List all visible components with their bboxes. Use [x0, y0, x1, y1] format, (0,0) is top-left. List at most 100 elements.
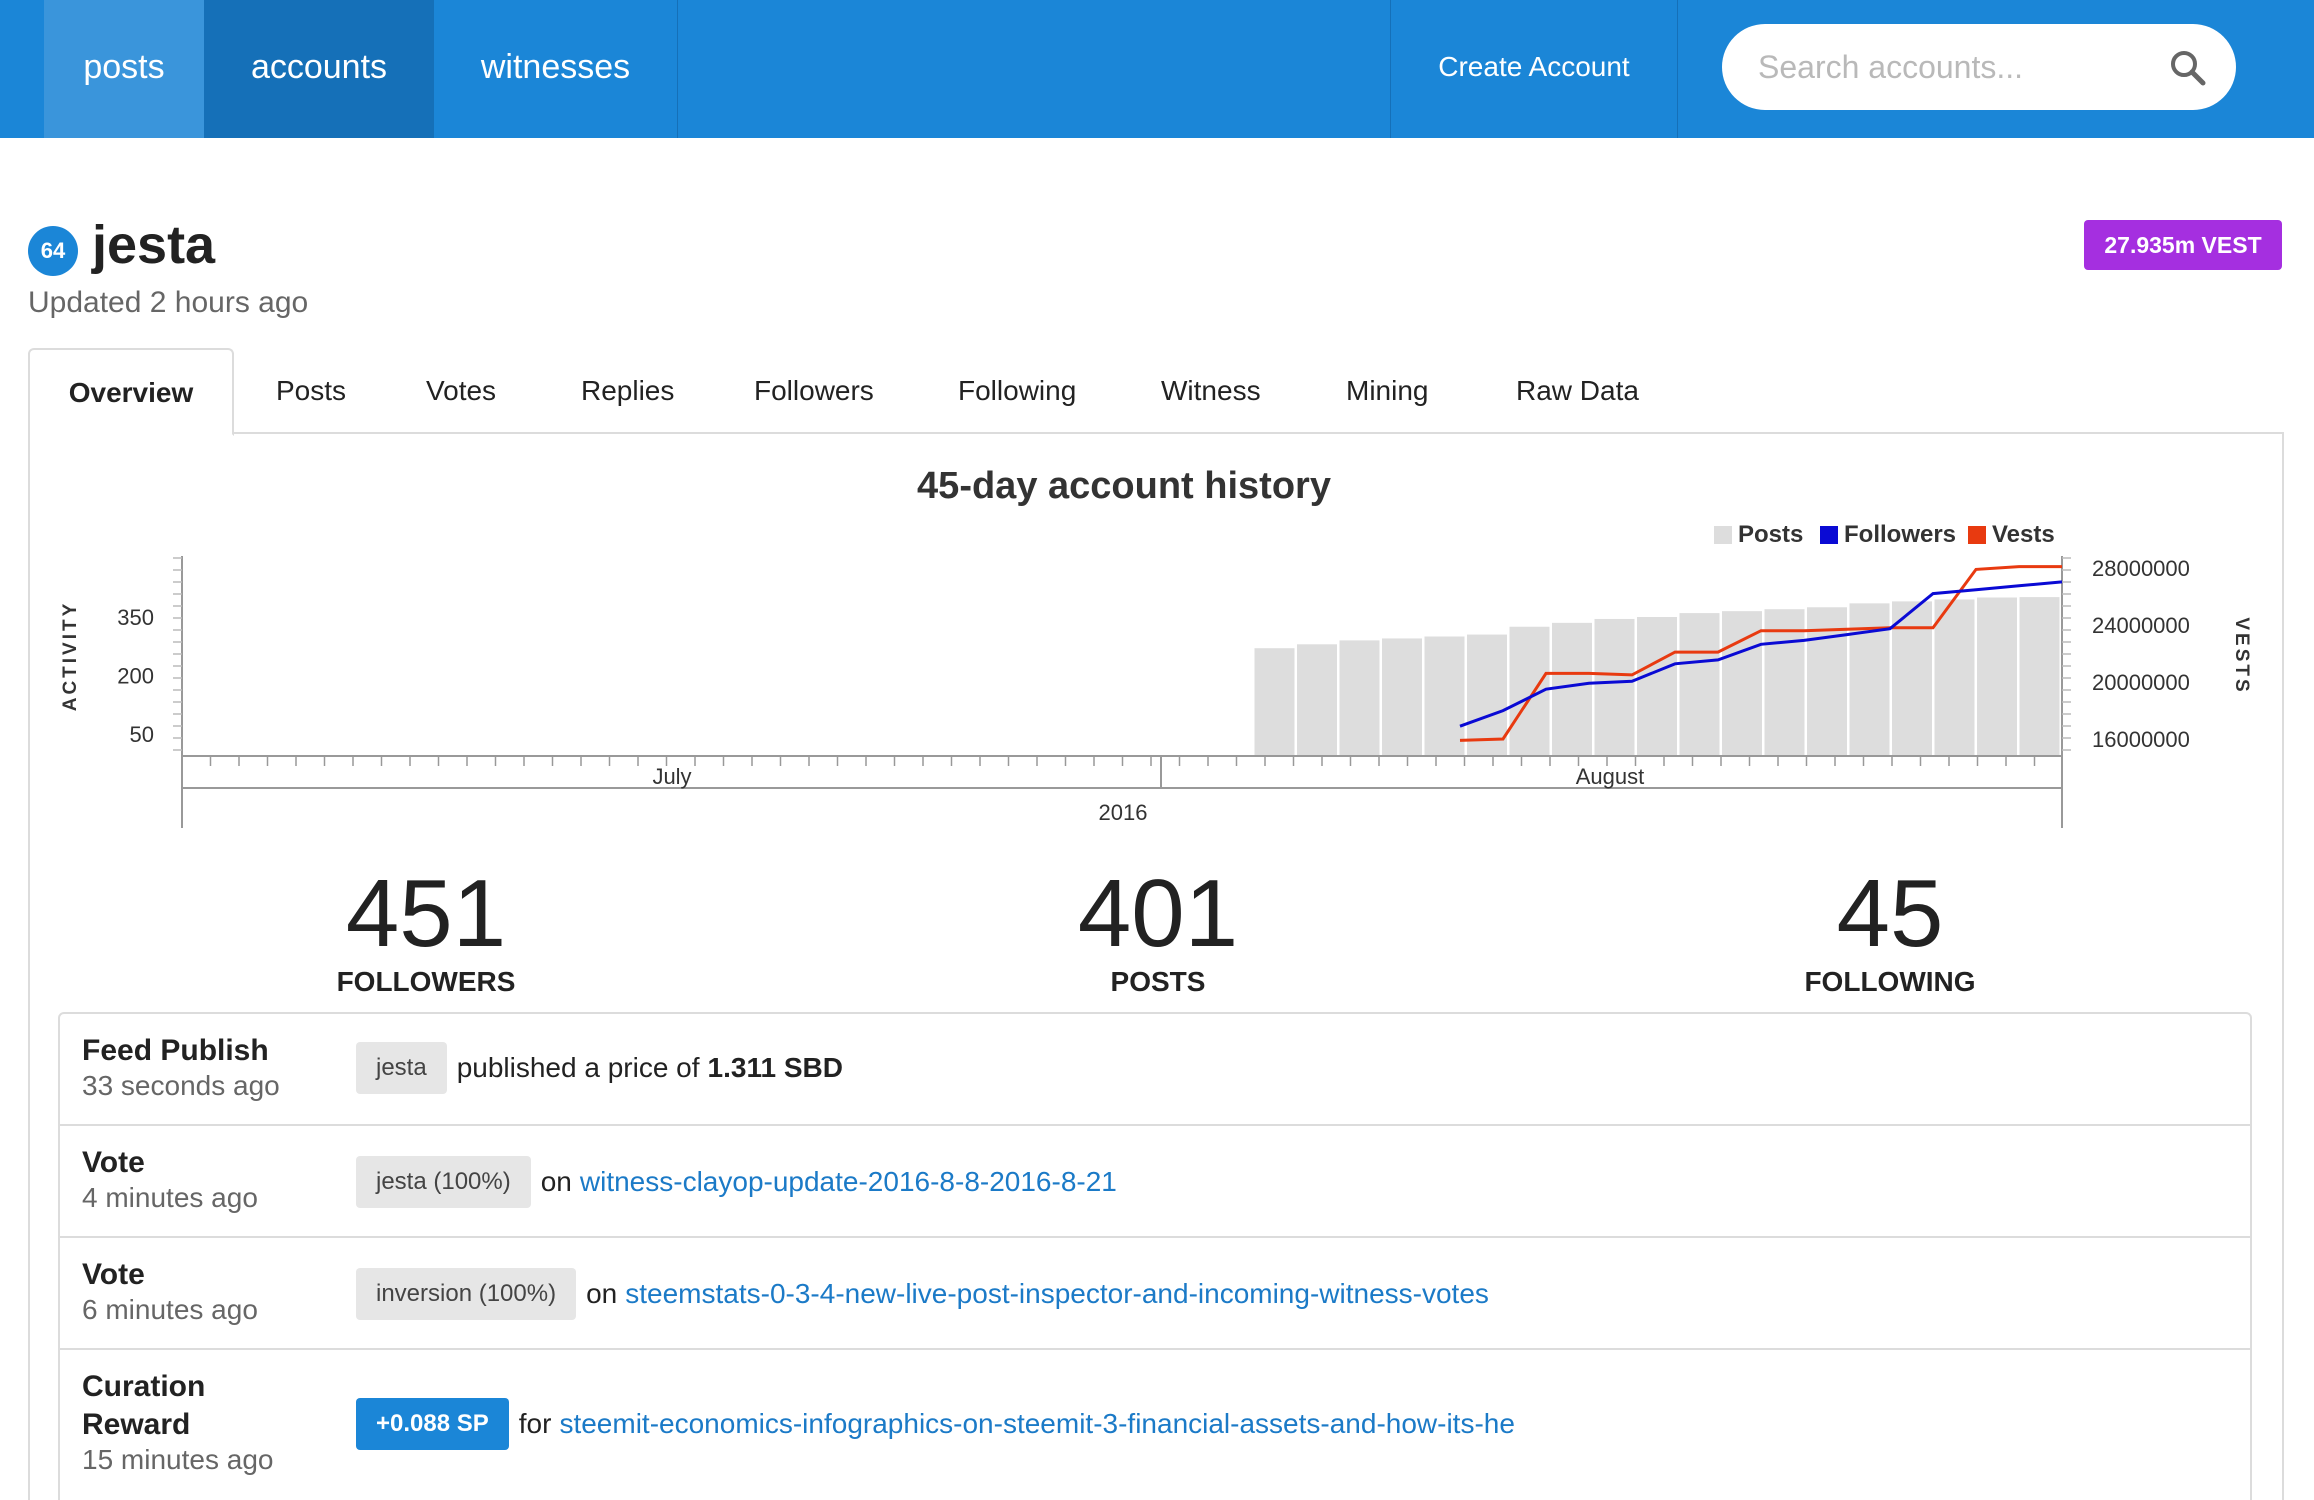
tab-overview[interactable]: Overview [28, 348, 234, 436]
posts-bar [1722, 611, 1762, 756]
legend-label: Followers [1844, 521, 1956, 548]
tab-votes[interactable]: Votes [426, 375, 497, 406]
activity-body: jesta published a price of 1.311 SBD [356, 1042, 843, 1094]
overview-panel: 45-day account history Posts Followers Vest… [28, 434, 2284, 1500]
activity-text: for [518, 1408, 552, 1439]
activity-time: 6 minutes ago [82, 1294, 258, 1325]
price-value: 1.311 SBD [707, 1052, 843, 1083]
posts-bar [1849, 603, 1890, 756]
activity-body: inversion (100%) on steemstats-0-3-4-new… [356, 1268, 1489, 1320]
tab-mining[interactable]: Mining [1346, 375, 1429, 406]
account-tabs: Overview Posts Votes Replies Followers F… [28, 348, 2284, 436]
stat-followers: 451 FOLLOWERS [226, 864, 626, 998]
posts-bar [2019, 597, 2060, 756]
posts-bar [1594, 618, 1635, 756]
posts-bar [1892, 601, 1932, 756]
stat-following-label: FOLLOWING [1804, 966, 1976, 997]
tab-following[interactable]: Following [958, 375, 1077, 406]
tab-witness[interactable]: Witness [1161, 375, 1261, 406]
stat-posts-value: 401 [1077, 860, 1239, 967]
tab-followers[interactable]: Followers [754, 375, 874, 406]
posts-bar [1977, 597, 2017, 756]
activity-type-line1: Curation [82, 1370, 206, 1403]
posts-bar [1934, 599, 1975, 756]
tab-replies[interactable]: Replies [581, 375, 675, 406]
posts-bar [1297, 644, 1337, 756]
activity-row: Feed Publish 33 seconds ago jesta publis… [60, 1014, 2250, 1126]
left-axis-title: ACTIVITY [60, 601, 81, 712]
posts-bar [1679, 613, 1720, 756]
chart-title: 45-day account history [917, 465, 1331, 507]
posts-bar [1339, 640, 1380, 756]
vest-badge: 27.935m VEST [2084, 220, 2282, 270]
stat-posts: 401 POSTS [958, 864, 1358, 998]
legend-swatch [1820, 526, 1838, 544]
activity-row: Curation Reward 15 minutes ago +0.088 SP… [60, 1350, 2250, 1500]
nav-witnesses[interactable]: witnesses [434, 0, 678, 138]
create-account-button[interactable]: Create Account [1390, 0, 1678, 138]
x-axis-month-label: August [1576, 764, 1645, 789]
updated-time: Updated 2 hours ago [28, 286, 309, 319]
right-axis-tick-label: 28000000 [2092, 556, 2190, 581]
stat-following-value: 45 [1836, 860, 1944, 967]
reward-tag: +0.088 SP [356, 1398, 509, 1450]
activity-type: Vote [82, 1146, 145, 1179]
activity-text: on [586, 1278, 618, 1309]
activity-row: Vote 6 minutes ago inversion (100%) on s… [60, 1238, 2250, 1350]
activity-row: Vote 4 minutes ago jesta (100%) on witne… [60, 1126, 2250, 1238]
right-axis-tick-label: 24000000 [2092, 613, 2190, 638]
activity-text: on [540, 1166, 572, 1197]
nav-posts[interactable]: posts [44, 0, 204, 138]
posts-bar [1637, 617, 1677, 756]
activity-body: +0.088 SP for steemit-economics-infograp… [356, 1398, 1515, 1450]
left-axis-tick-label: 350 [117, 605, 154, 630]
account-name: jesta [92, 215, 216, 275]
post-link[interactable]: steemit-economics-infographics-on-steemi… [559, 1408, 1515, 1439]
posts-bar [1764, 609, 1805, 756]
posts-bar [1467, 634, 1507, 756]
legend-label: Vests [1992, 521, 2055, 548]
legend-swatch [1714, 526, 1732, 544]
x-axis-year-label: 2016 [1099, 800, 1148, 825]
activity-list: Feed Publish 33 seconds ago jesta publis… [58, 1012, 2252, 1500]
right-axis-tick-label: 20000000 [2092, 670, 2190, 695]
activity-type-line2: Reward [82, 1408, 191, 1441]
activity-body: jesta (100%) on witness-clayop-update-20… [356, 1156, 1117, 1208]
activity-time: 33 seconds ago [82, 1070, 280, 1101]
posts-bar [1552, 622, 1592, 756]
legend-swatch [1968, 526, 1986, 544]
account-history-chart: 45-day account history Posts Followers Vest… [60, 465, 2252, 828]
nav-accounts[interactable]: accounts [204, 0, 434, 138]
search-icon[interactable] [2168, 48, 2208, 88]
voter-tag[interactable]: inversion (100%) [356, 1268, 577, 1320]
voter-tag[interactable]: jesta (100%) [356, 1156, 531, 1208]
x-axis-month-label: July [652, 764, 691, 789]
stat-followers-value: 451 [345, 860, 507, 967]
post-link[interactable]: steemstats-0-3-4-new-live-post-inspector… [625, 1278, 1489, 1309]
tab-posts[interactable]: Posts [276, 375, 347, 406]
right-axis-title: VESTS [2231, 617, 2252, 694]
search-box [1722, 24, 2236, 110]
posts-bar [1254, 648, 1295, 756]
posts-bar [1807, 607, 1847, 756]
stat-following: 45 FOLLOWING [1690, 864, 2090, 998]
right-axis-tick-label: 16000000 [2092, 727, 2190, 752]
tab-raw-data[interactable]: Raw Data [1516, 375, 1639, 406]
activity-type: Vote [82, 1258, 145, 1291]
post-link[interactable]: witness-clayop-update-2016-8-8-2016-8-21 [579, 1166, 1117, 1197]
account-tag[interactable]: jesta [356, 1042, 447, 1094]
legend-label: Posts [1738, 521, 1803, 548]
top-navbar: posts accounts witnesses Create Account [0, 0, 2314, 138]
posts-bar [1424, 636, 1465, 756]
stat-followers-label: FOLLOWERS [336, 966, 516, 997]
activity-time: 15 minutes ago [82, 1444, 274, 1475]
posts-bar [1382, 638, 1422, 756]
vests-line [1459, 565, 2062, 742]
activity-text: published a price of [456, 1052, 700, 1083]
search-input[interactable] [1758, 42, 2158, 92]
activity-time: 4 minutes ago [82, 1182, 258, 1213]
stat-posts-label: POSTS [1110, 966, 1206, 997]
left-axis-tick-label: 200 [117, 664, 154, 689]
followers-line [1459, 580, 2063, 728]
activity-type: Feed Publish [82, 1034, 269, 1067]
